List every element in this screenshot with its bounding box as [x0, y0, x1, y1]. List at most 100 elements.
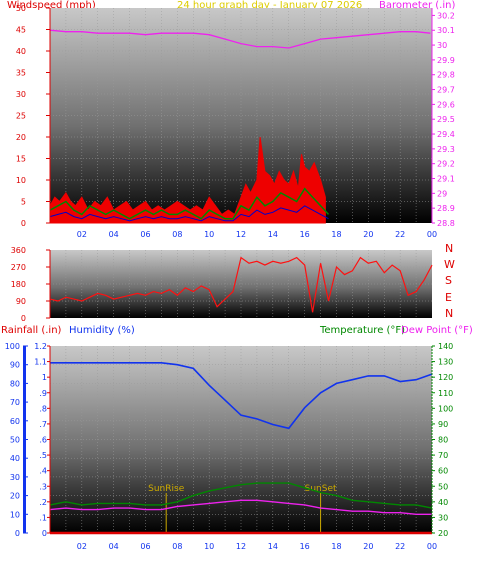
hour-tick-label: 06 — [140, 230, 150, 239]
hour-tick-label: 08 — [172, 542, 182, 551]
rainfall-tick-label: .9 — [39, 389, 47, 398]
compass-e: E — [445, 291, 452, 304]
humidity-tick-label: 70 — [10, 398, 20, 407]
hour-tick-label: 04 — [109, 230, 119, 239]
hour-tick-label: 02 — [77, 230, 87, 239]
wind-tick-label: 50 — [16, 4, 26, 13]
direction-tick-label: 90 — [16, 297, 26, 306]
humidity-tick-label: 20 — [10, 492, 20, 501]
barometer-tick-label: 29.4 — [437, 130, 455, 139]
temperature-tick-label: 100 — [438, 404, 453, 413]
wind-tick-label: 10 — [16, 176, 26, 185]
hour-tick-label: 12 — [236, 542, 246, 551]
compass-n-top: N — [445, 242, 454, 255]
temperature-tick-label: 60 — [438, 467, 448, 476]
humidity-tick-label: 60 — [10, 417, 20, 426]
humidity-tick-label: 80 — [10, 379, 20, 388]
hour-tick-label: 16 — [300, 542, 310, 551]
temperature-tick-label: 130 — [438, 358, 453, 367]
windspeed-low-line — [49, 205, 329, 222]
direction-tick-label: 270 — [11, 263, 26, 272]
hour-tick-label: 20 — [363, 542, 373, 551]
humidity-tick-label: 10 — [10, 510, 20, 519]
wind-tick-label: 35 — [16, 69, 26, 78]
wind-tick-label: 45 — [16, 26, 26, 35]
rainfall-tick-label: .3 — [39, 482, 47, 491]
barometer-tick-label: 29 — [437, 189, 447, 198]
barometer-tick-label: 30.2 — [437, 11, 455, 20]
wind-tick-label: 40 — [16, 47, 26, 56]
barometer-tick-label: 29.8 — [437, 71, 455, 80]
hour-tick-label: 00 — [427, 230, 437, 239]
barometer-tick-label: 29.7 — [437, 86, 455, 95]
hour-tick-label: 10 — [204, 542, 214, 551]
barometer-tick-label: 29.5 — [437, 115, 455, 124]
humidity-tick-label: 30 — [10, 473, 20, 482]
hour-tick-label: 14 — [268, 542, 278, 551]
humidity-line — [50, 362, 433, 430]
direction-tick-label: 0 — [21, 314, 26, 323]
barometer-tick-label: 29.9 — [437, 56, 455, 65]
rainfall-tick-label: .4 — [39, 467, 47, 476]
hour-tick-label: 10 — [204, 230, 214, 239]
hour-tick-label: 04 — [109, 542, 119, 551]
barometer-tick-label: 29.1 — [437, 175, 455, 184]
temperature-tick-label: 140 — [438, 342, 453, 351]
rainfall-tick-label: .6 — [39, 436, 47, 445]
dewpoint-line — [49, 499, 432, 515]
temperature-line — [49, 482, 433, 509]
rainfall-tick-label: .7 — [39, 420, 47, 429]
chart-title: 24 hour graph day - January 07 2026 — [177, 0, 363, 11]
hour-tick-label: 18 — [331, 230, 341, 239]
wind-tick-label: 25 — [16, 112, 26, 121]
compass-s: S — [445, 274, 452, 287]
gust-area — [49, 136, 326, 224]
humidity-tick-label: 100 — [5, 342, 20, 351]
hour-tick-label: 22 — [395, 230, 405, 239]
direction-tick-label: 360 — [11, 246, 26, 255]
humidity-tick-label: 50 — [10, 436, 20, 445]
direction-tick-label: 180 — [11, 280, 26, 289]
barometer-line — [49, 29, 431, 49]
temperature-tick-label: 30 — [438, 513, 448, 522]
sunset-label: SunSet — [305, 484, 337, 494]
rainfall-tick-label: .2 — [39, 498, 47, 507]
compass-n-bottom: N — [445, 307, 454, 320]
hour-tick-label: 14 — [268, 230, 278, 239]
rainfall-tick-label: .8 — [39, 404, 47, 413]
humidity-tick-label: 0 — [15, 529, 20, 538]
dewpoint-axis-title: Dew Point (°F) — [401, 325, 473, 336]
hour-tick-label: 22 — [395, 542, 405, 551]
hour-tick-label: 20 — [363, 230, 373, 239]
barometer-tick-label: 29.3 — [437, 145, 455, 154]
barometer-axis-title: Barometer (.in) — [379, 0, 456, 11]
temperature-tick-label: 70 — [438, 451, 448, 460]
barometer-tick-label: 29.2 — [437, 160, 455, 169]
wind-tick-label: 0 — [21, 219, 26, 228]
temperature-tick-label: 90 — [438, 420, 448, 429]
barometer-tick-label: 30.1 — [437, 26, 455, 35]
temperature-tick-label: 50 — [438, 482, 448, 491]
wind-tick-label: 30 — [16, 90, 26, 99]
rainfall-tick-label: 0 — [42, 529, 47, 538]
rainfall-axis-title: Rainfall (.in) — [1, 325, 62, 336]
rainfall-tick-label: 1.2 — [34, 342, 47, 351]
temperature-tick-label: 40 — [438, 498, 448, 507]
wind-tick-label: 20 — [16, 133, 26, 142]
temperature-tick-label: 120 — [438, 373, 453, 382]
rainfall-tick-label: .1 — [39, 513, 47, 522]
humidity-axis-title: Humidity (%) — [69, 325, 135, 336]
humidity-tick-label: 40 — [10, 454, 20, 463]
compass-w: W — [444, 258, 455, 271]
wind-tick-label: 5 — [21, 198, 26, 207]
hour-tick-label: 02 — [77, 542, 87, 551]
wind-tick-label: 15 — [16, 155, 26, 164]
rainfall-tick-label: 1 — [42, 373, 47, 382]
wind-direction-line — [49, 256, 433, 313]
windspeed-axis-title: Windspeed (mph) — [7, 0, 96, 11]
temperature-tick-label: 80 — [438, 436, 448, 445]
barometer-tick-label: 28.9 — [437, 204, 455, 213]
humidity-tick-label: 90 — [10, 361, 20, 370]
temperature-tick-label: 110 — [438, 389, 453, 398]
